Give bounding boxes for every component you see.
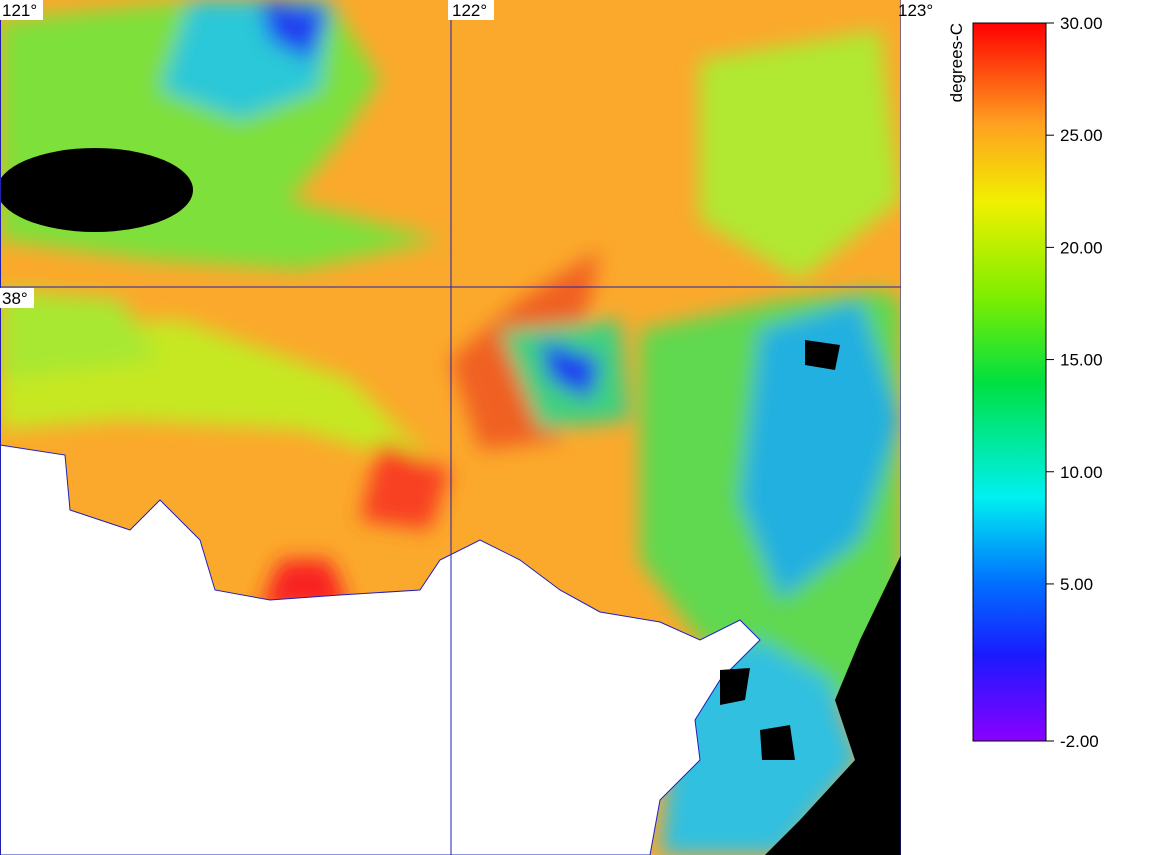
colorbar-tick-label: 15.00 — [1060, 351, 1103, 370]
colorbar-tick-label: 20.00 — [1060, 238, 1103, 257]
colorbar — [972, 22, 1047, 742]
colorbar-tick-label: 5.00 — [1060, 575, 1093, 594]
colorbar-tick-label: 10.00 — [1060, 463, 1103, 482]
lon-label: 121° — [2, 1, 37, 20]
sst-image — [0, 0, 901, 855]
lon-label: 122° — [452, 1, 487, 20]
lat-label: 38° — [2, 289, 28, 308]
colorbar-tick-label: -2.00 — [1060, 732, 1099, 751]
colorbar-tick-label: 30.00 — [1060, 14, 1103, 33]
colorbar-unit: degrees-C — [947, 23, 966, 102]
lon-label: 123° — [898, 1, 933, 20]
colorbar-tick-label: 25.00 — [1060, 126, 1103, 145]
